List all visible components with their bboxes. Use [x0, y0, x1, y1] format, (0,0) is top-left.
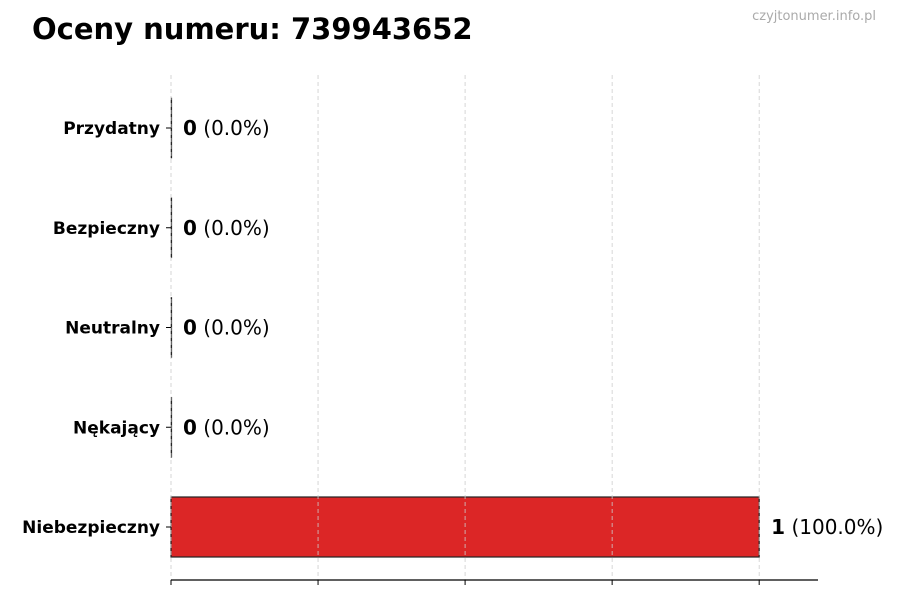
value-percent: (0.0%) — [197, 415, 270, 439]
value-count: 0 — [183, 216, 197, 240]
value-label: 0 (0.0%) — [183, 116, 270, 140]
value-label: 0 (0.0%) — [183, 316, 270, 340]
value-percent: (100.0%) — [785, 515, 883, 539]
category-label: Niebezpieczny — [22, 518, 160, 538]
value-count: 0 — [183, 316, 197, 340]
value-label: 0 (0.0%) — [183, 216, 270, 240]
chart-title: Oceny numeru: 739943652 — [32, 12, 473, 46]
category-label: Bezpieczny — [53, 219, 160, 239]
value-percent: (0.0%) — [197, 116, 270, 140]
value-count: 1 — [771, 515, 785, 539]
category-label: Neutralny — [65, 319, 160, 339]
bar — [170, 197, 173, 259]
watermark: czyjtonumer.info.pl — [752, 9, 876, 24]
category-label: Przydatny — [63, 119, 160, 139]
value-percent: (0.0%) — [197, 216, 270, 240]
value-label: 1 (100.0%) — [771, 515, 883, 539]
category-label: Nękający — [73, 418, 160, 438]
value-percent: (0.0%) — [197, 316, 270, 340]
value-count: 0 — [183, 116, 197, 140]
value-count: 0 — [183, 415, 197, 439]
value-label: 0 (0.0%) — [183, 415, 270, 439]
